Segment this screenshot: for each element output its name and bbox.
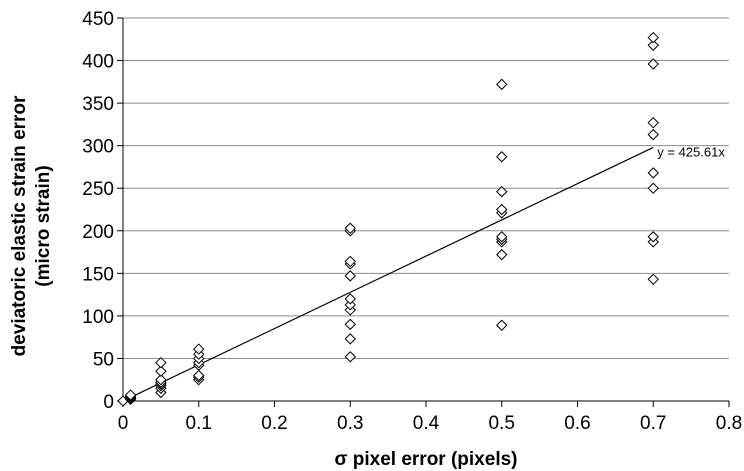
y-tick-label: 250 [82, 179, 114, 200]
x-axis-title: σ pixel error (pixels) [334, 449, 517, 470]
x-tick-label: 0.6 [564, 413, 590, 434]
data-point-marker [155, 365, 167, 377]
data-point-marker [496, 185, 508, 198]
trendline [122, 146, 654, 402]
data-point-marker [496, 151, 508, 163]
data-point-marker [647, 231, 659, 243]
y-tick-labels: 0 50 100 150 200 250 300 350 400 450 [82, 9, 114, 413]
data-point-marker [647, 39, 659, 51]
data-point-marker [496, 248, 508, 261]
y-tick-label: 50 [93, 349, 114, 370]
data-point-marker [124, 389, 137, 401]
gridlines [123, 17, 729, 359]
data-point-marker [344, 270, 356, 282]
x-tick-label: 0.7 [640, 413, 666, 434]
x-tick-label: 0 [118, 413, 129, 434]
y-tick-label: 200 [82, 222, 114, 243]
x-tick-label: 0.2 [261, 413, 287, 434]
data-point-marker [647, 31, 659, 44]
data-point-marker [647, 273, 659, 285]
y-tick-label: 450 [82, 9, 114, 30]
data-point-marker [647, 182, 659, 194]
data-points [117, 31, 659, 407]
data-point-marker [344, 351, 356, 363]
data-point-marker [647, 58, 659, 70]
data-point-marker [344, 255, 356, 268]
data-point-marker [647, 167, 659, 179]
data-point-marker [344, 293, 356, 305]
data-point-marker [647, 116, 659, 129]
y-tick-label: 300 [82, 137, 114, 158]
y-tick-label: 150 [82, 264, 114, 285]
axes [117, 17, 730, 407]
x-tick-label: 0.1 [186, 413, 212, 434]
y-axis-title-line2: (micro strain) [33, 165, 54, 286]
data-point-marker [647, 128, 659, 141]
y-tick-label: 400 [82, 52, 114, 73]
data-point-marker [496, 319, 508, 331]
data-point-marker [344, 299, 356, 311]
data-point-marker [155, 356, 167, 369]
data-point-marker [193, 343, 205, 355]
data-point-marker [344, 222, 356, 234]
y-tick-label: 350 [82, 94, 114, 115]
y-tick-label: 100 [82, 307, 114, 328]
x-tick-label: 0.4 [413, 413, 440, 434]
y-axis-title-line1: deviatoric elastic strain error [9, 95, 30, 356]
x-tick-label: 0.3 [337, 413, 363, 434]
data-point-marker [193, 369, 205, 382]
data-point-marker [496, 78, 508, 91]
data-point-marker [155, 374, 167, 386]
x-tick-label: 0.8 [716, 413, 742, 434]
data-point-marker [496, 203, 508, 216]
data-point-marker [344, 333, 356, 345]
trendline-equation: y = 425.61x [657, 144, 725, 159]
data-point-marker [496, 231, 508, 243]
trendline-group: y = 425.61x [122, 144, 725, 402]
data-point-marker [344, 318, 356, 331]
y-tick-label: 0 [103, 392, 114, 413]
x-tick-labels: 0 0.1 0.2 0.3 0.4 0.5 0.6 0.7 0.8 [118, 413, 743, 434]
x-tick-label: 0.5 [489, 413, 515, 434]
